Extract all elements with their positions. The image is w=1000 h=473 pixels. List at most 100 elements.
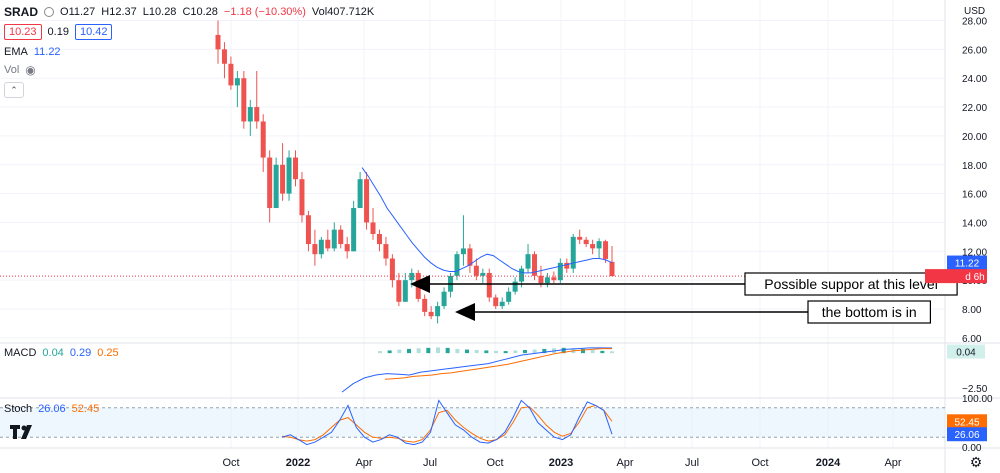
stoch-tick-label: 100.00: [962, 394, 993, 405]
macd-hist-bar: [532, 349, 537, 354]
macd-pane: 0.00−2.500.04: [341, 344, 988, 395]
macd-hist-bar: [561, 347, 566, 354]
macd-hist-bar: [542, 348, 547, 354]
ema-label[interactable]: EMA: [4, 46, 28, 58]
candle-body: [286, 157, 292, 194]
candle-body: [305, 215, 311, 245]
support-label-box: [744, 272, 958, 296]
last-price-tag-text: d 6h: [965, 272, 984, 283]
ema-value: 11.22: [33, 46, 61, 58]
time-tick-label: Oct: [751, 457, 768, 469]
price-tick-label: 26.00: [962, 45, 987, 56]
candle-body: [583, 239, 589, 245]
candle-body: [370, 222, 376, 234]
support-label: Possible suppor at this level: [764, 276, 938, 292]
macd-hist-bar: [523, 350, 527, 354]
candle-body: [525, 254, 531, 269]
candle-body: [467, 248, 473, 266]
candle-body: [247, 107, 253, 122]
tradingview-logo-icon[interactable]: [10, 425, 36, 444]
macd-hist-bar: [436, 347, 440, 354]
stoch-d-value: 52.45: [71, 403, 100, 415]
bid-box[interactable]: 10.23: [4, 24, 42, 40]
candle-body: [389, 258, 395, 281]
macd-signal-line: [384, 348, 612, 380]
stoch-d-tag: [947, 414, 987, 429]
macd-hist-bar: [397, 349, 402, 354]
candle-body: [293, 157, 299, 180]
candle-body: [357, 179, 363, 209]
candle-body: [609, 261, 615, 277]
time-tick-label: 2023: [549, 457, 573, 469]
close-value: C10.28: [182, 6, 218, 18]
candle-body: [234, 78, 240, 86]
price-tick-label: 16.00: [962, 190, 987, 201]
low-value: L10.28: [142, 6, 177, 18]
collapse-legend-icon[interactable]: ⌃: [4, 82, 24, 98]
macd-hist-bar: [455, 348, 460, 354]
candle-body: [396, 280, 402, 302]
macd-value-tag-text: 0.04: [956, 348, 976, 359]
candle-body: [383, 244, 389, 259]
stoch-k-value: 26.06: [38, 403, 66, 415]
candle-body: [441, 291, 447, 307]
stoch-label[interactable]: Stoch: [4, 403, 33, 415]
open-value: O11.27: [60, 6, 96, 18]
candle-body: [241, 78, 247, 122]
macd-hist-bar: [600, 350, 605, 354]
ask-box[interactable]: 10.42: [74, 24, 113, 40]
candle-body: [344, 244, 350, 252]
status-dot-icon: [44, 7, 55, 17]
macd-hist-bar: [513, 350, 518, 354]
price-tick-label: 8.00: [962, 305, 982, 316]
candle-body: [428, 311, 434, 317]
macd-hist-bar: [387, 350, 392, 354]
candle-body: [221, 49, 227, 64]
candle-body: [590, 244, 596, 249]
stoch-k-tag-text: 26.06: [954, 430, 979, 441]
candle-body: [422, 298, 428, 312]
ema-price-tag-text: 11.22: [955, 259, 980, 270]
ema-line: [361, 167, 613, 274]
time-tick-label: Apr: [355, 457, 372, 469]
price-tick-label: 18.00: [962, 161, 987, 172]
symbol-name[interactable]: SRAD: [4, 5, 39, 19]
macd-hist-bar: [581, 348, 585, 354]
candle-body: [519, 268, 525, 282]
candle-body: [531, 254, 537, 276]
price-tick-label: 24.00: [962, 74, 987, 85]
eye-hidden-icon[interactable]: ◉: [25, 63, 36, 77]
candle-body: [499, 301, 505, 307]
macd-line-value: 0.29: [69, 347, 92, 359]
candle-body: [538, 275, 544, 284]
macd-hist-bar: [610, 351, 614, 354]
candle-body: [376, 233, 382, 245]
candle-body: [402, 280, 408, 302]
candle-body: [299, 179, 305, 216]
time-tick-label: 2022: [286, 457, 310, 469]
candle-body: [338, 229, 344, 245]
time-tick-label: Oct: [486, 457, 503, 469]
vol-label[interactable]: Vol: [4, 64, 20, 76]
macd-label[interactable]: MACD: [4, 347, 37, 359]
bottom-label: the bottom is in: [822, 304, 917, 320]
macd-hist-bar: [474, 350, 479, 354]
candle-body: [551, 277, 557, 281]
price-tick-label: 14.00: [962, 218, 987, 229]
candle-body: [260, 121, 266, 158]
candle-body: [596, 241, 602, 249]
macd-signal-value: 0.25: [97, 347, 119, 359]
candles-layer: [215, 20, 615, 324]
settings-gear-icon[interactable]: ⚙: [970, 454, 983, 470]
macd-tick-label: −2.50: [962, 384, 988, 395]
candle-body: [493, 297, 499, 307]
candle-body: [564, 262, 570, 269]
stoch-d-line: [281, 404, 613, 443]
time-tick-label: 2024: [816, 457, 841, 469]
macd-line: [341, 347, 613, 393]
stoch-d-tag-text: 52.45: [954, 417, 979, 428]
price-tick-label: 6.00: [962, 334, 982, 345]
